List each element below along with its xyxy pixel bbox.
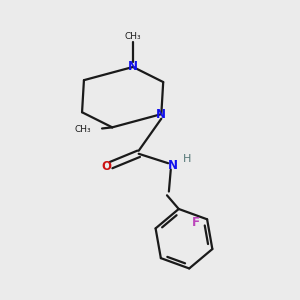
Text: N: N bbox=[128, 61, 138, 74]
Text: CH₃: CH₃ bbox=[74, 125, 91, 134]
Text: F: F bbox=[192, 216, 200, 229]
Text: H: H bbox=[183, 154, 191, 164]
Text: N: N bbox=[156, 108, 166, 121]
Text: CH₃: CH₃ bbox=[125, 32, 141, 41]
Text: O: O bbox=[102, 160, 112, 173]
Text: N: N bbox=[168, 159, 178, 172]
